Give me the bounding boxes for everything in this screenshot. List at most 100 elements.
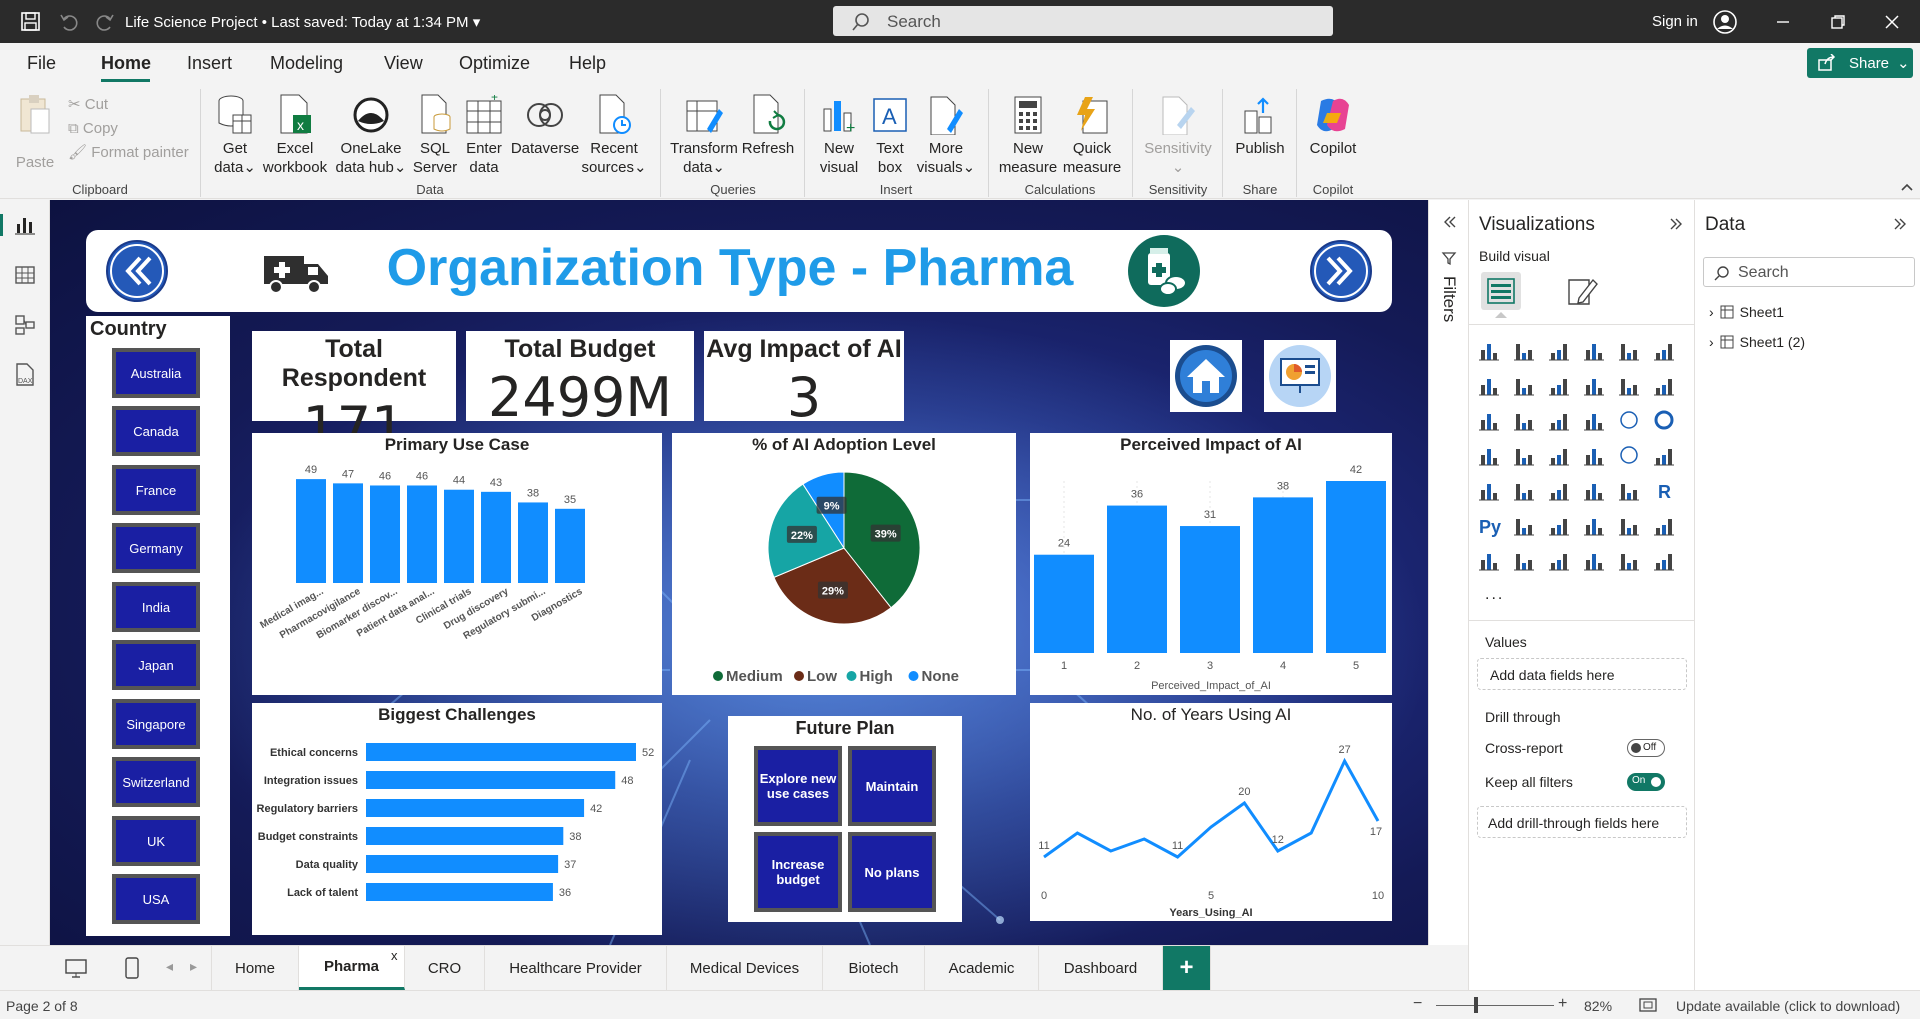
mobile-layout-icon[interactable] bbox=[124, 956, 140, 980]
add-page-button[interactable]: + bbox=[1163, 946, 1211, 990]
country-germany[interactable]: Germany bbox=[112, 523, 200, 573]
search-box[interactable]: Search bbox=[833, 6, 1333, 36]
undo-icon[interactable] bbox=[58, 11, 80, 33]
restore-icon[interactable] bbox=[1830, 14, 1846, 30]
filters-pane[interactable]: Filters bbox=[1428, 200, 1468, 945]
cross-report-toggle[interactable]: Off bbox=[1627, 739, 1665, 757]
tab-home[interactable]: Home bbox=[211, 946, 299, 990]
home-nav-button[interactable] bbox=[1170, 340, 1242, 412]
get-data-button[interactable]: Get data⌄ bbox=[207, 91, 263, 177]
sign-in-link[interactable]: Sign in bbox=[1652, 13, 1698, 30]
onelake-button[interactable]: OneLake data hub⌄ bbox=[333, 91, 409, 177]
format-visual-icon[interactable] bbox=[1565, 274, 1599, 308]
collapse-visualizations-icon[interactable] bbox=[1669, 216, 1685, 232]
chart-ai-adoption[interactable]: % of AI Adoption Level 39% 29% 22% 9% Medium… bbox=[672, 433, 1016, 695]
text-box-button[interactable]: A Text box bbox=[866, 91, 914, 177]
minimize-icon[interactable] bbox=[1775, 14, 1791, 30]
tab-biotech[interactable]: Biotech bbox=[823, 946, 925, 990]
kpi-total-respondent[interactable]: Total Respondent 171 bbox=[252, 331, 456, 458]
copy-button[interactable]: ⧉ Copy bbox=[68, 117, 189, 141]
country-singapore[interactable]: Singapore bbox=[112, 699, 200, 749]
file-title[interactable]: Life Science Project • Last saved: Today… bbox=[125, 14, 481, 31]
excel-workbook-button[interactable]: x Excel workbook bbox=[260, 91, 330, 177]
next-page-icon[interactable] bbox=[1308, 238, 1374, 304]
account-icon[interactable] bbox=[1712, 9, 1738, 35]
recent-sources-button[interactable]: Recent sources⌄ bbox=[580, 91, 648, 177]
data-search-input[interactable]: Search bbox=[1703, 257, 1915, 287]
future-plan-maintain[interactable]: Maintain bbox=[848, 746, 936, 826]
menu-optimize[interactable]: Optimize bbox=[459, 53, 531, 73]
tab-healthcare-provider[interactable]: Healthcare Provider bbox=[485, 946, 667, 990]
scroll-right-icon[interactable]: ▸ bbox=[190, 958, 198, 974]
collapse-data-icon[interactable] bbox=[1893, 216, 1909, 232]
transform-data-button[interactable]: Transform data⌄ bbox=[668, 91, 740, 177]
visual-type-gallery[interactable]: R Py bbox=[1479, 340, 1689, 590]
table-view-icon[interactable] bbox=[14, 264, 36, 286]
close-tab-icon[interactable]: x bbox=[391, 948, 398, 963]
chart-perceived-impact[interactable]: Perceived Impact of AI 24 1 36 2 31 3 38 4 42 5 Pe… bbox=[1030, 433, 1392, 695]
zoom-in-icon[interactable]: + bbox=[1558, 995, 1568, 1012]
country-india[interactable]: India bbox=[112, 582, 200, 632]
dataverse-button[interactable]: Dataverse bbox=[508, 91, 582, 158]
country-japan[interactable]: Japan bbox=[112, 640, 200, 690]
share-button[interactable]: Share ⌄ bbox=[1807, 48, 1913, 78]
desktop-layout-icon[interactable] bbox=[64, 958, 88, 980]
menu-file[interactable]: File bbox=[27, 53, 57, 73]
new-visual-button[interactable]: + New visual bbox=[812, 91, 866, 177]
country-switzerland[interactable]: Switzerland bbox=[112, 757, 200, 807]
zoom-out-icon[interactable]: − bbox=[1413, 995, 1423, 1012]
future-plan-increase-budget[interactable]: Increase budget bbox=[754, 832, 842, 912]
scroll-left-icon[interactable]: ◂ bbox=[166, 958, 174, 974]
more-visuals-ellipsis[interactable]: ... bbox=[1485, 586, 1505, 603]
values-drop-zone[interactable]: Add data fields here bbox=[1477, 658, 1687, 690]
more-visuals-button[interactable]: More visuals⌄ bbox=[916, 91, 976, 177]
menu-modeling[interactable]: Modeling bbox=[270, 53, 344, 73]
format-painter-button[interactable]: 🖌 Format painter bbox=[68, 141, 189, 165]
dashboard-nav-button[interactable] bbox=[1264, 340, 1336, 412]
paste-button[interactable]: Paste bbox=[12, 91, 58, 172]
menu-view[interactable]: View bbox=[384, 53, 423, 73]
collapse-ribbon-icon[interactable] bbox=[1900, 181, 1914, 193]
chart-years-using-ai[interactable]: No. of Years Using AI 11 11 20 12 27 17 0 5 10 Ye… bbox=[1030, 703, 1392, 921]
close-icon[interactable] bbox=[1884, 14, 1900, 30]
country-uk[interactable]: UK bbox=[112, 816, 200, 866]
drill-through-drop-zone[interactable]: Add drill-through fields here bbox=[1477, 806, 1687, 838]
chart-biggest-challenges[interactable]: Biggest Challenges Ethical concerns 52 Int… bbox=[252, 703, 662, 935]
fit-to-page-icon[interactable] bbox=[1638, 997, 1658, 1013]
publish-button[interactable]: Publish bbox=[1228, 91, 1292, 158]
country-usa[interactable]: USA bbox=[112, 874, 200, 924]
keep-filters-toggle[interactable]: On bbox=[1627, 773, 1665, 791]
country-france[interactable]: France bbox=[112, 465, 200, 515]
save-icon[interactable] bbox=[20, 11, 42, 33]
dax-query-view-icon[interactable]: DAX bbox=[12, 362, 38, 388]
kpi-total-budget[interactable]: Total Budget 2499M bbox=[466, 331, 694, 429]
copilot-button[interactable]: Copilot bbox=[1302, 91, 1364, 158]
update-available-link[interactable]: Update available (click to download) bbox=[1676, 998, 1901, 1014]
sensitivity-button[interactable]: Sensitivity ⌄ bbox=[1138, 91, 1218, 177]
chart-primary-use-case[interactable]: Primary Use Case 49 Medical imag... 47 Phar… bbox=[252, 433, 662, 695]
zoom-slider[interactable] bbox=[1436, 1005, 1554, 1006]
table-sheet1-2[interactable]: › Sheet1 (2) bbox=[1709, 334, 1805, 350]
country-canada[interactable]: Canada bbox=[112, 406, 200, 456]
expand-filters-icon[interactable] bbox=[1441, 214, 1457, 230]
new-measure-button[interactable]: New measure bbox=[996, 91, 1060, 177]
future-plan-explore[interactable]: Explore new use cases bbox=[754, 746, 842, 826]
zoom-slider-thumb[interactable] bbox=[1474, 997, 1478, 1013]
report-view-icon[interactable] bbox=[14, 214, 36, 236]
model-view-icon[interactable] bbox=[14, 314, 36, 336]
chevron-down-icon[interactable]: ▾ bbox=[472, 14, 481, 31]
quick-measure-button[interactable]: Quick measure bbox=[1060, 91, 1124, 177]
enter-data-button[interactable]: + Enter data bbox=[462, 91, 506, 177]
build-visual-tab[interactable] bbox=[1481, 272, 1521, 310]
country-australia[interactable]: Australia bbox=[112, 348, 200, 398]
tab-medical-devices[interactable]: Medical Devices bbox=[667, 946, 823, 990]
tab-dashboard[interactable]: Dashboard bbox=[1039, 946, 1163, 990]
future-plan-no-plans[interactable]: No plans bbox=[848, 832, 936, 912]
sql-server-button[interactable]: SQL Server bbox=[411, 91, 459, 177]
tab-pharma[interactable]: Pharma x bbox=[299, 946, 405, 990]
menu-home[interactable]: Home bbox=[101, 53, 152, 73]
redo-icon[interactable] bbox=[94, 11, 116, 33]
refresh-button[interactable]: Refresh bbox=[740, 91, 796, 158]
cut-button[interactable]: ✂ Cut bbox=[68, 93, 189, 117]
menu-help[interactable]: Help bbox=[569, 53, 607, 73]
